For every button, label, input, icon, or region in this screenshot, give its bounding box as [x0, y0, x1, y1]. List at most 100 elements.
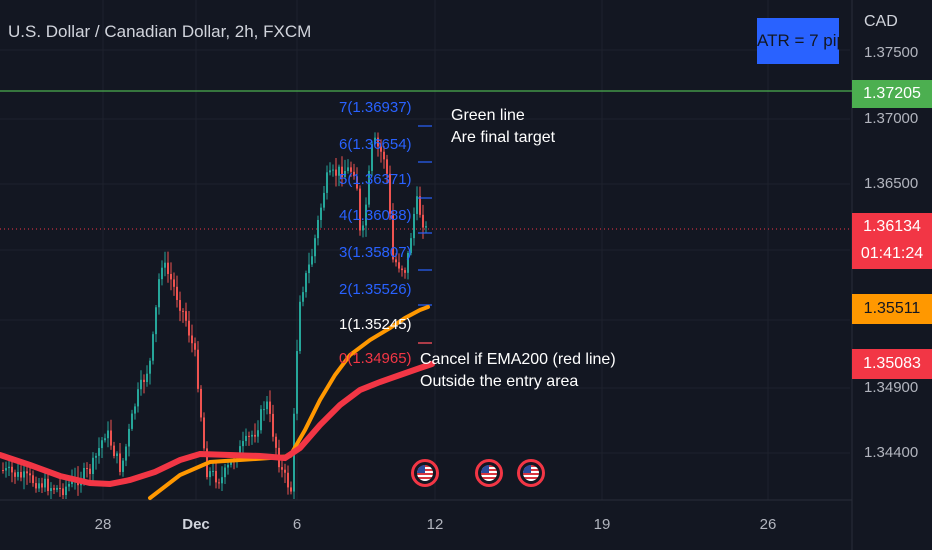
fib-level-label[interactable]: 6(1.36654) [339, 136, 412, 153]
candle-body [65, 486, 67, 496]
atr-badge[interactable]: ATR = 7 pips [757, 18, 839, 64]
candle-body [353, 171, 355, 177]
us-flag-icon[interactable] [517, 459, 545, 487]
candle-body [125, 446, 127, 461]
candle-body [194, 343, 196, 350]
candle-body [284, 469, 286, 473]
symbol-title[interactable]: U.S. Dollar / Canadian Dollar, 2h, FXCM [8, 22, 312, 41]
price-tick: 1.36500 [864, 175, 919, 192]
candle-body [275, 436, 277, 448]
candle-body [149, 360, 151, 374]
candle-body [335, 169, 337, 176]
candle-body [305, 273, 307, 293]
candle-body [95, 455, 97, 458]
candle-body [230, 460, 232, 465]
candle-body [314, 238, 316, 257]
candle-body [362, 225, 364, 231]
candle-body [374, 137, 376, 145]
candle-body [191, 335, 193, 344]
candle-body [155, 307, 157, 335]
candle-body [62, 488, 64, 496]
candle-body [101, 440, 103, 449]
note-line: Outside the entry area [420, 373, 579, 390]
candle-body [86, 468, 88, 470]
candle-body [416, 196, 418, 214]
candle-body [188, 320, 190, 336]
candle-body [50, 488, 52, 492]
candle-body [215, 470, 217, 483]
fib-level-label[interactable]: 3(1.35807) [339, 244, 412, 261]
date-tick: 26 [759, 516, 777, 533]
candle-body [17, 471, 19, 477]
ema-slow-line [0, 361, 435, 488]
candle-body [221, 477, 223, 484]
price-tick: 1.37500 [864, 44, 919, 61]
fib-level-label[interactable]: 0(1.34965) [339, 350, 412, 367]
fib-level-label[interactable]: 4(1.36088) [339, 207, 412, 224]
candle-body [218, 482, 220, 484]
candle-body [68, 483, 70, 487]
candle-body [251, 434, 253, 437]
last-price-value: 1.36134 [863, 218, 921, 235]
currency-label[interactable]: CAD [864, 13, 898, 30]
candle-body [242, 441, 244, 447]
fib-extension-ticks [418, 125, 432, 344]
candle-body [227, 464, 229, 468]
candle-body [266, 401, 268, 410]
candle-body [59, 487, 61, 489]
candle-body [317, 219, 319, 239]
candle-body [212, 470, 214, 472]
candle-body [8, 466, 10, 469]
date-tick: 12 [426, 516, 444, 533]
candle-body [407, 252, 409, 273]
candle-body [200, 388, 202, 418]
price-tick: 1.34400 [864, 444, 919, 461]
ema-slow-price-tag[interactable]: 1.35083 [852, 349, 932, 379]
candle-body [371, 144, 373, 171]
candle-body [140, 379, 142, 390]
candle-body [299, 301, 301, 352]
candle-body [2, 470, 4, 471]
target-price-tag[interactable]: 1.37205 [852, 80, 932, 108]
candle-body [296, 351, 298, 414]
last-price-tag[interactable]: 1.36134 01:41:24 [852, 213, 932, 269]
fib-level-label[interactable]: 1(1.35245) [339, 316, 412, 333]
green-line-note[interactable]: Green line Are final target [451, 105, 555, 149]
candle-body [203, 417, 205, 449]
fib-level-label[interactable]: 5(1.36371) [339, 171, 412, 188]
candle-body [158, 279, 160, 308]
ema-fast-price-tag[interactable]: 1.35511 [852, 294, 932, 324]
candle-body [128, 428, 130, 447]
price-tick: 1.34900 [864, 379, 919, 396]
candle-body [47, 478, 49, 492]
candle-body [167, 262, 169, 274]
cancel-note[interactable]: Cancel if EMA200 (red line) Outside the … [420, 349, 616, 393]
candle-body [425, 226, 427, 228]
atr-label: ATR = 7 pips [757, 31, 839, 50]
candle-body [164, 262, 166, 268]
candle-body [254, 434, 256, 437]
candle-body [395, 259, 397, 263]
candle-body [347, 167, 349, 171]
candle-body [179, 300, 181, 311]
candle-body [182, 310, 184, 312]
candle-body [377, 137, 379, 147]
candle-body [137, 389, 139, 407]
candle-body [245, 435, 247, 442]
candle-body [176, 286, 178, 301]
fib-level-label[interactable]: 2(1.35526) [339, 281, 412, 298]
note-line: Cancel if EMA200 (red line) [420, 351, 616, 368]
date-tick: 6 [292, 516, 302, 533]
candle-body [422, 214, 424, 228]
candle-body [410, 238, 412, 253]
us-flag-icon[interactable] [475, 459, 503, 487]
candle-body [104, 438, 106, 441]
candle-body [119, 453, 121, 472]
us-flag-icon[interactable] [411, 459, 439, 487]
candle-body [107, 430, 109, 439]
candle-body [110, 430, 112, 446]
candle-body [116, 453, 118, 456]
candle-body [329, 170, 331, 173]
fib-level-label[interactable]: 7(1.36937) [339, 99, 412, 116]
